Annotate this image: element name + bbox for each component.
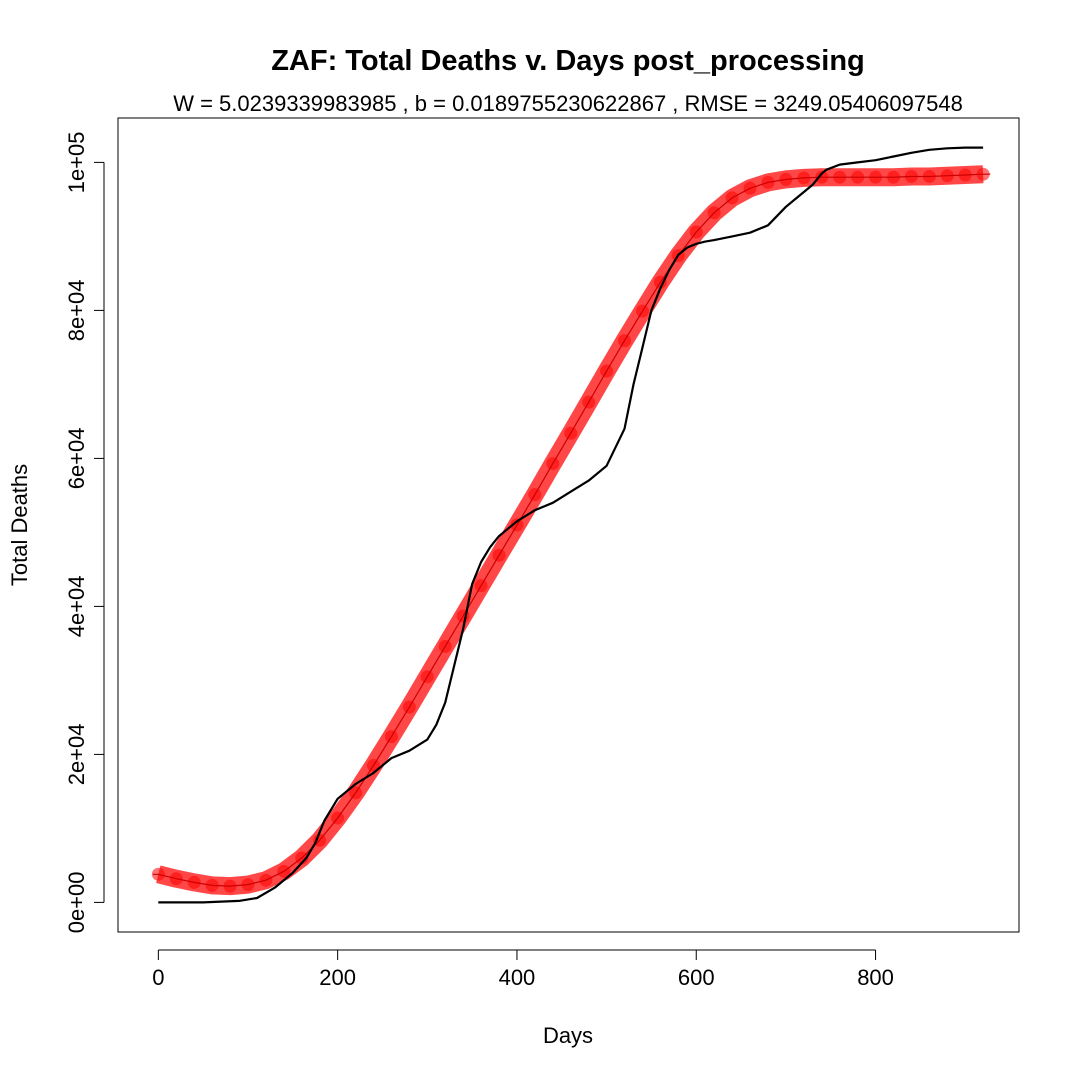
y-axis-label: Total Deaths [7, 464, 32, 586]
x-axis: 0 200 400 600 800 [152, 949, 894, 990]
plot-frame [117, 117, 1020, 933]
x-tick-label: 0 [152, 965, 164, 990]
y-axis: 0e+00 2e+04 4e+04 6e+04 8e+04 1e+05 [64, 132, 105, 934]
observed-curve-line [158, 146, 984, 904]
x-tick-label: 400 [499, 965, 536, 990]
y-tick-label: 0e+00 [64, 872, 89, 934]
x-axis-label: Days [543, 1023, 593, 1048]
y-tick-label: 8e+04 [64, 280, 89, 342]
y-tick-label: 4e+04 [64, 576, 89, 638]
x-tick-label: 600 [678, 965, 715, 990]
fitted-curve-line [153, 173, 991, 887]
y-tick-label: 2e+04 [64, 724, 89, 786]
y-tick-label: 6e+04 [64, 428, 89, 490]
x-tick-label: 800 [857, 965, 894, 990]
x-tick-label: 200 [319, 965, 356, 990]
chart-title: ZAF: Total Deaths v. Days post_processin… [271, 45, 865, 77]
series-layer [151, 146, 991, 904]
chart-subtitle: W = 5.0239339983985 , b = 0.018975523062… [173, 91, 963, 116]
y-tick-label: 1e+05 [64, 132, 89, 194]
